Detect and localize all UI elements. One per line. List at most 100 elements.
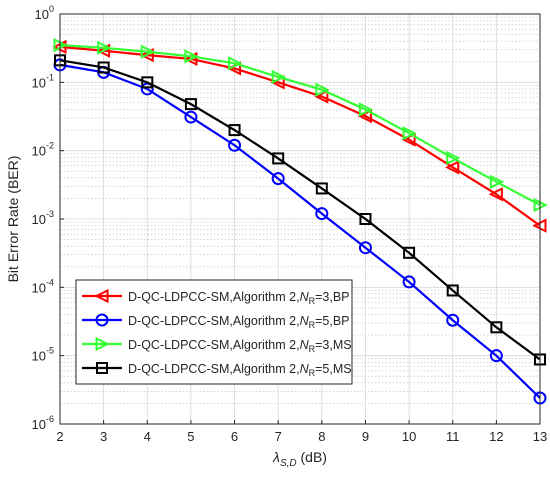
y-tick-exponent: -6 [46, 414, 54, 424]
x-axis-label-subscript: S,D [280, 458, 297, 469]
data-point-square [97, 61, 110, 74]
data-point-square [141, 76, 154, 89]
y-tick-label: 100 [35, 4, 54, 22]
legend-label: D-QC-LDPCC-SM,Algorithm 2,NR=5,MS [128, 362, 352, 378]
data-point-triangle-left [314, 89, 329, 104]
y-tick-label: 10-3 [32, 209, 54, 227]
series-line [59, 59, 541, 361]
x-axis-label: λS,D (dB) [272, 449, 327, 469]
data-point-circle [184, 110, 198, 124]
y-tick-exponent: -4 [46, 277, 54, 287]
y-tick-exponent: 0 [49, 4, 54, 14]
data-point-triangle-right [184, 49, 199, 64]
x-tick-label: 9 [362, 429, 369, 444]
legend-label-variable: N [300, 338, 310, 352]
data-point-triangle-left [357, 109, 372, 124]
legend-label: D-QC-LDPCC-SM,Algorithm 2,NR=3,BP [128, 290, 350, 306]
legend-label-suffix: =5,MS [315, 362, 351, 376]
data-point-triangle-right [95, 336, 110, 352]
y-tick-base: 10 [32, 144, 46, 159]
y-tick-base: 10 [32, 75, 46, 90]
y-axis-label: Bit Error Rate (BER) [5, 156, 21, 283]
x-tick-label: 10 [402, 429, 416, 444]
data-point-triangle-right [446, 150, 461, 166]
y-tick-exponent: -5 [46, 346, 54, 356]
legend-label-subscript: R [309, 344, 316, 354]
data-point-circle [446, 313, 460, 327]
series-line [59, 44, 541, 207]
data-point-triangle-left [444, 160, 460, 175]
x-tick-label: 4 [144, 429, 151, 444]
legend-label: D-QC-LDPCC-SM,Algorithm 2,NR=5,BP [128, 314, 350, 330]
legend-label-subscript: R [309, 296, 316, 306]
data-point-circle [402, 275, 416, 289]
data-point-triangle-right [228, 56, 243, 71]
y-tick-label: 10-4 [32, 277, 54, 295]
data-point-circle [228, 138, 242, 152]
y-tick-exponent: -3 [46, 209, 54, 219]
y-tick-base: 10 [32, 280, 46, 295]
series-2 [53, 58, 547, 405]
data-point-circle [271, 172, 285, 186]
y-tick-label: 10-6 [32, 414, 54, 432]
y-tick-label: 10-2 [32, 141, 54, 159]
legend-entry-4: D-QC-LDPCC-SM,Algorithm 2,NR=5,MS [82, 362, 352, 378]
data-point-square [446, 284, 459, 297]
data-point-triangle-left [488, 187, 503, 202]
series-line [59, 45, 541, 227]
data-point-triangle-left [94, 288, 109, 304]
data-point-circle [489, 349, 503, 363]
data-point-triangle-right [271, 69, 286, 85]
legend-label-variable: N [300, 362, 310, 376]
data-point-triangle-right [140, 44, 156, 59]
y-tick-label: 10-5 [32, 346, 54, 364]
y-tick-base: 10 [35, 7, 49, 22]
y-tick-exponent: -2 [46, 141, 54, 151]
x-tick-label: 12 [489, 429, 503, 444]
x-axis-label-unit: (dB) [297, 449, 327, 465]
y-tick-exponent: -1 [46, 72, 54, 82]
data-point-square [359, 213, 372, 225]
legend-entry-2: D-QC-LDPCC-SM,Algorithm 2,NR=5,BP [82, 313, 350, 330]
x-tick-label: 11 [446, 429, 460, 444]
legend-label-variable: N [300, 314, 310, 328]
data-point-square [184, 98, 197, 111]
x-tick-label: 13 [533, 429, 547, 444]
x-tick-label: 6 [231, 429, 238, 444]
data-point-circle [95, 313, 109, 327]
data-point-square [272, 152, 285, 165]
data-point-square [228, 124, 241, 137]
x-tick-label: 3 [100, 429, 107, 444]
data-point-square [490, 321, 503, 334]
data-point-triangle-right [358, 102, 374, 117]
series-4 [54, 54, 546, 366]
series-3 [53, 38, 548, 213]
data-point-circle [358, 241, 372, 255]
legend-label-prefix: D-QC-LDPCC-SM,Algorithm 2, [128, 338, 300, 352]
legend-label-suffix: =3,MS [315, 338, 351, 352]
x-tick-label: 2 [56, 429, 63, 444]
legend-label-prefix: D-QC-LDPCC-SM,Algorithm 2, [128, 290, 300, 304]
data-point-square [96, 362, 108, 374]
legend-label-subscript: R [309, 320, 316, 330]
series-layer [52, 38, 548, 405]
x-axis-label-symbol: λ [272, 449, 280, 465]
legend-entry-3: D-QC-LDPCC-SM,Algorithm 2,NR=3,MS [82, 336, 352, 354]
legend: D-QC-LDPCC-SM,Algorithm 2,NR=3,BPD-QC-LD… [75, 279, 353, 385]
y-tick-base: 10 [32, 417, 46, 432]
series-line [59, 63, 541, 399]
x-tick-label: 7 [275, 429, 282, 444]
legend-box [75, 279, 353, 385]
legend-label: D-QC-LDPCC-SM,Algorithm 2,NR=3,MS [128, 338, 352, 354]
y-tick-label: 10-1 [32, 72, 54, 90]
data-point-triangle-right [97, 40, 112, 55]
data-point-square [403, 246, 416, 259]
data-point-square [315, 182, 328, 195]
data-point-circle [315, 207, 329, 221]
legend-entry-1: D-QC-LDPCC-SM,Algorithm 2,NR=3,BP [82, 288, 350, 306]
x-tick-label: 8 [318, 429, 325, 444]
legend-label-variable: N [300, 290, 310, 304]
x-tick-label: 5 [187, 429, 194, 444]
